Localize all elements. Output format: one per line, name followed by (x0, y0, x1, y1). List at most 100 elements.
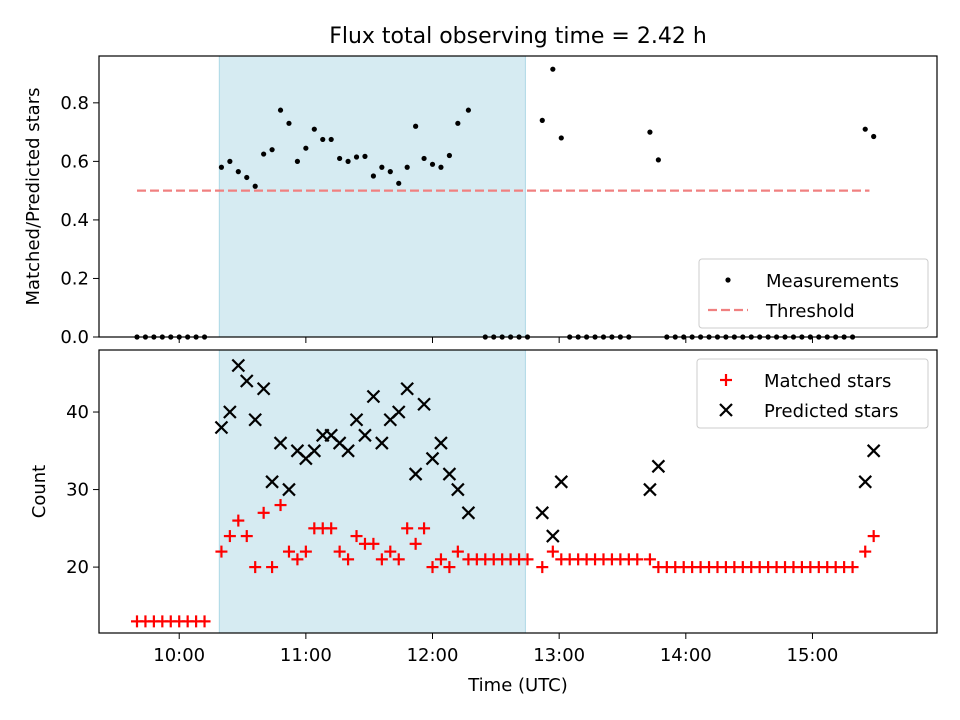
measurement-point (294, 158, 301, 164)
predicted-stars-point (375, 436, 389, 450)
matched-stars-point (867, 530, 880, 543)
matched-stars-legend-label: Matched stars (764, 371, 891, 392)
x-marker-stroke (349, 413, 364, 427)
measurement-point (277, 107, 284, 113)
measurement-point (438, 164, 444, 170)
predicted-stars-point (643, 482, 657, 497)
matched-stars-point (384, 545, 397, 558)
x-marker-stroke (366, 389, 381, 404)
x-marker-stroke (375, 436, 389, 450)
measurement-point (252, 183, 258, 189)
legend-x-symbol (719, 403, 733, 417)
count-axis-ticks: 20 30 40 10:00 11:00 12:00 13:00 14:00 15:00 (66, 402, 838, 666)
x-marker-stroke (248, 413, 262, 427)
predicted-stars-point (273, 436, 288, 450)
predicted-stars-point (223, 405, 237, 419)
predicted-stars-legend-label: Predicted stars (764, 401, 898, 422)
count-legend-frame (696, 358, 929, 429)
ratio-tick-label: 0.8 (60, 93, 89, 114)
predicted-stars-point (307, 444, 322, 458)
legend-plus-symbol (720, 374, 732, 386)
x-marker-stroke (265, 475, 279, 489)
x-marker-stroke (719, 403, 733, 417)
predicted-stars-point (214, 420, 229, 435)
matched-stars-point (367, 537, 380, 550)
matched-stars-point (536, 561, 549, 574)
predicted-stars-point (554, 475, 569, 489)
count-panel: 20 30 40 10:00 11:00 12:00 13:00 14:00 15:00 Cou… (29, 349, 938, 696)
predicted-stars-point (366, 389, 381, 404)
predicted-stars-point (282, 482, 296, 497)
matched-stars-point (546, 545, 559, 558)
predicted-stars-point (434, 436, 448, 450)
matched-stars-point (215, 545, 228, 558)
matched-stars-point (426, 561, 439, 574)
measurement-point (429, 161, 436, 167)
time-tick-label: 11:00 (280, 645, 332, 666)
measurements-legend-marker (725, 277, 731, 283)
measurement-point (370, 173, 377, 179)
ratio-tick-label: 0.6 (60, 151, 89, 172)
ratio-legend: Measurements Threshold (698, 258, 929, 329)
measurement-point (362, 153, 368, 159)
ratio-tick-label: 0.2 (60, 268, 89, 289)
matched-stars-point (418, 522, 431, 535)
x-marker-stroke (290, 444, 305, 458)
matched-stars-point (409, 537, 422, 550)
matched-stars-point (249, 561, 262, 574)
x-marker-stroke (651, 459, 666, 474)
predicted-stars-point (425, 451, 440, 466)
matched-stars-point (223, 530, 236, 543)
predicted-stars-points (214, 358, 881, 543)
x-marker-stroke (425, 451, 440, 466)
measurement-point (396, 180, 402, 186)
predicted-stars-point (442, 467, 457, 481)
x-marker-stroke (239, 374, 254, 388)
count-legend: Matched stars Predicted stars (696, 358, 929, 429)
matched-stars-point (631, 553, 644, 566)
measurement-point (261, 151, 267, 157)
matched-stars-legend-marker (720, 374, 732, 386)
ratio-tick-label: 0.4 (60, 210, 89, 231)
predicted-stars-point (858, 475, 873, 489)
x-marker-stroke (223, 405, 237, 419)
x-marker-stroke (358, 428, 372, 443)
matched-stars-point (392, 553, 405, 566)
measurement-point (227, 158, 233, 164)
matched-stars-point (451, 545, 464, 558)
predicted-stars-point (417, 397, 431, 412)
x-marker-stroke (554, 475, 569, 489)
measurement-point (871, 133, 877, 140)
measurements-legend-label: Measurements (766, 271, 899, 292)
matched-stars-point (643, 553, 656, 566)
ratio-axis-ticks: 0.0 0.2 0.4 0.6 0.8 (60, 93, 813, 348)
matched-stars-point (291, 553, 304, 566)
x-marker-stroke (214, 420, 229, 435)
x-marker-stroke (858, 475, 873, 489)
measurement-point (413, 123, 419, 129)
x-marker-stroke (324, 428, 338, 443)
measurement-point (647, 129, 653, 135)
time-tick-label: 12:00 (407, 645, 459, 666)
x-marker-stroke (391, 405, 406, 419)
matched-stars-point (375, 553, 388, 566)
measurement-point (286, 120, 292, 126)
measurement-point (446, 152, 452, 159)
matched-stars-point (434, 553, 447, 566)
ratio-tick-label: 0.0 (60, 327, 89, 348)
matched-stars-point (342, 553, 355, 566)
measurement-point (218, 164, 225, 170)
x-marker-stroke (231, 358, 246, 373)
measurement-point (235, 169, 241, 175)
matched-stars-point (521, 553, 534, 566)
predicted-stars-point (866, 444, 881, 458)
time-axis-label: Time (UTC) (467, 675, 568, 696)
measurement-point (353, 154, 360, 160)
ratio-axes-frame (98, 55, 938, 338)
matched-stars-point (401, 522, 414, 535)
measurement-point (328, 136, 334, 143)
measurement-point (404, 164, 410, 170)
measurement-point (311, 126, 317, 132)
count-tick-label: 30 (66, 480, 89, 501)
